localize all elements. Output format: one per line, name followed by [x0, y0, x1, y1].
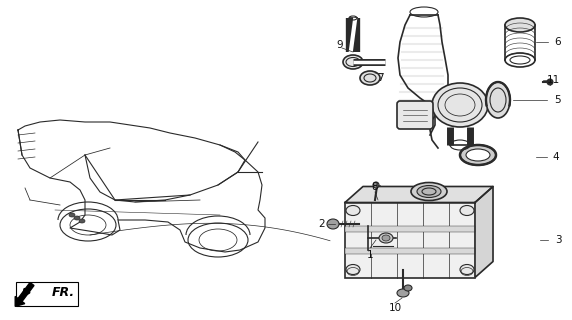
Ellipse shape [79, 219, 85, 223]
Ellipse shape [404, 285, 412, 291]
FancyBboxPatch shape [397, 101, 433, 129]
Text: 11: 11 [546, 75, 559, 85]
Text: 4: 4 [553, 152, 559, 162]
Ellipse shape [397, 289, 409, 297]
Bar [16, 282, 78, 306]
Text: FR.: FR. [52, 285, 75, 299]
Text: 9: 9 [337, 40, 343, 50]
Ellipse shape [417, 186, 441, 197]
Text: 2: 2 [319, 219, 325, 229]
Text: 5: 5 [555, 95, 561, 105]
Ellipse shape [466, 149, 490, 161]
FancyArrow shape [15, 283, 34, 307]
Text: 3: 3 [555, 235, 561, 245]
Ellipse shape [460, 265, 474, 275]
Ellipse shape [346, 205, 360, 215]
Ellipse shape [460, 145, 496, 165]
Text: 10: 10 [388, 303, 402, 313]
Ellipse shape [327, 219, 339, 229]
Ellipse shape [411, 182, 447, 201]
Polygon shape [475, 187, 493, 277]
Bar [345, 248, 475, 254]
Ellipse shape [460, 205, 474, 215]
Ellipse shape [373, 182, 379, 188]
Polygon shape [345, 187, 493, 203]
Ellipse shape [343, 55, 363, 69]
Ellipse shape [382, 235, 390, 241]
Text: 1: 1 [367, 250, 374, 260]
Ellipse shape [346, 265, 360, 275]
Bar [345, 226, 475, 232]
Ellipse shape [74, 216, 80, 220]
Ellipse shape [547, 79, 553, 85]
Ellipse shape [432, 83, 488, 127]
Ellipse shape [69, 213, 75, 217]
Ellipse shape [360, 71, 380, 85]
Text: 6: 6 [555, 37, 561, 47]
Text: 8: 8 [372, 182, 378, 192]
Ellipse shape [505, 18, 535, 32]
Text: 7: 7 [377, 73, 383, 83]
Ellipse shape [379, 233, 393, 243]
Bar [345, 203, 475, 277]
Ellipse shape [486, 82, 510, 118]
